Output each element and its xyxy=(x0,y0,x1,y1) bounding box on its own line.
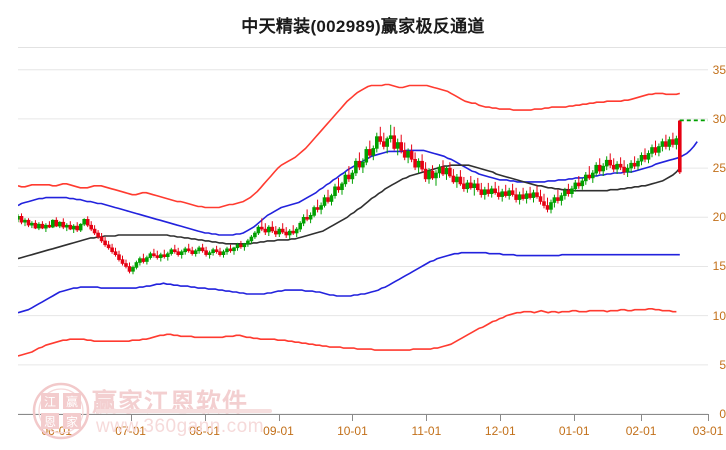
header-divider xyxy=(18,47,726,48)
y-axis-tick-label: 10 xyxy=(712,308,726,323)
x-axis-tick-label: 03-01 xyxy=(692,424,724,438)
y-axis-tick-label: 25 xyxy=(712,161,726,176)
x-axis-tick-label: 11-01 xyxy=(411,424,442,438)
candlestick-series xyxy=(18,119,682,275)
x-axis-tick-label: 01-01 xyxy=(558,424,590,438)
x-axis-tick xyxy=(352,414,354,421)
x-axis-tick xyxy=(426,414,428,421)
x-axis-tick xyxy=(574,414,576,421)
gridlines xyxy=(18,69,708,414)
x-axis-tick xyxy=(500,414,502,421)
price-chart-plot-area[interactable] xyxy=(18,55,708,414)
y-axis-tick-label: 15 xyxy=(712,259,726,274)
candlestick-chart-svg xyxy=(18,69,708,414)
x-axis-tick xyxy=(278,414,280,421)
x-axis-tick xyxy=(708,414,709,421)
x-axis-tick xyxy=(204,414,206,421)
x-axis-tick xyxy=(56,414,58,421)
x-axis-tick xyxy=(130,414,132,421)
x-axis-line xyxy=(18,414,708,415)
x-axis-tick-label: 10-01 xyxy=(337,424,368,438)
x-axis-tick xyxy=(641,414,643,421)
y-axis-tick-label: 5 xyxy=(719,357,726,372)
page-title: 中天精装(002989)赢家极反通道 xyxy=(241,17,485,36)
y-axis-tick-label: 30 xyxy=(712,111,726,126)
y-axis-labels: 0 5 10 15 20 25 30 35 xyxy=(708,55,726,420)
y-axis-tick-label: 20 xyxy=(712,210,726,225)
x-axis-tick-label: 02-01 xyxy=(625,424,657,438)
y-axis-tick-label: 0 xyxy=(719,407,726,421)
x-axis-tick-label: 07-01 xyxy=(115,424,146,438)
x-axis-tick-label: 08-01 xyxy=(189,424,220,438)
x-axis-tick-label: 09-01 xyxy=(263,424,294,438)
x-axis-tick-label: 06-01 xyxy=(41,424,73,438)
x-axis-tick-label: 12-01 xyxy=(484,424,516,438)
y-axis-tick-label: 35 xyxy=(712,62,726,77)
